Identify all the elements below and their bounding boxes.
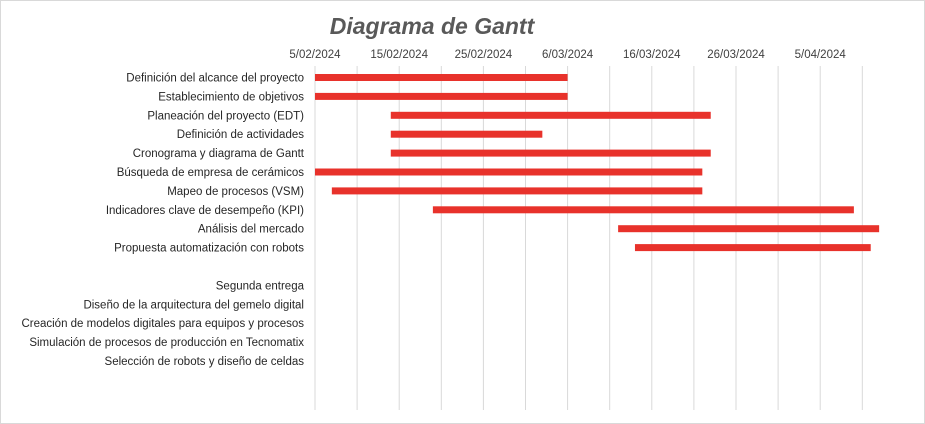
task-label: Indicadores clave de desempeño (KPI) (106, 205, 304, 217)
task-label: Mapeo de procesos (VSM) (167, 186, 304, 198)
chart-title: Diagrama de Gantt (330, 13, 536, 39)
task-label: Diseño de la arquitectura del gemelo dig… (83, 299, 304, 311)
task-label: Creación de modelos digitales para equip… (21, 318, 304, 330)
x-tick-label: 5/02/2024 (289, 49, 341, 61)
task-bar (634, 244, 871, 252)
task-label: Simulación de procesos de producción en … (29, 337, 304, 349)
task-label: Planeación del proyecto (EDT) (147, 110, 304, 122)
task-labels: Definición del alcance del proyecto Estab… (21, 73, 304, 369)
task-bar (315, 92, 568, 100)
x-tick-label: 6/03/2024 (542, 49, 594, 61)
task-bar (618, 225, 880, 233)
task-label: Segunda entrega (216, 280, 305, 292)
x-tick-label: 26/03/2024 (707, 49, 765, 61)
task-label: Selección de robots y diseño de celdas (105, 356, 305, 368)
grid-lines (314, 66, 863, 410)
task-bar (390, 111, 711, 119)
task-bar (331, 187, 703, 195)
task-label: Definición del alcance del proyecto (126, 73, 304, 85)
task-bars (315, 74, 880, 252)
x-tick-label: 5/04/2024 (795, 49, 847, 61)
task-label: Análisis del mercado (198, 224, 304, 236)
task-label: Búsqueda de empresa de cerámicos (117, 167, 305, 179)
task-label: Propuesta automatización con robots (114, 243, 304, 255)
task-bar (390, 130, 543, 138)
task-bar (390, 149, 711, 157)
task-label: Establecimiento de objetivos (158, 91, 304, 103)
x-axis-tick-labels: 5/02/2024 15/02/2024 25/02/2024 6/03/2024 16… (289, 49, 846, 61)
x-tick-label: 15/02/2024 (370, 49, 428, 61)
task-label: Definición de actividades (177, 129, 304, 141)
task-bar (315, 168, 703, 176)
x-tick-label: 25/02/2024 (455, 49, 513, 61)
task-bar (315, 74, 568, 81)
x-tick-label: 16/03/2024 (623, 49, 681, 61)
task-bar (432, 206, 854, 214)
task-label: Cronograma y diagrama de Gantt (133, 148, 305, 160)
